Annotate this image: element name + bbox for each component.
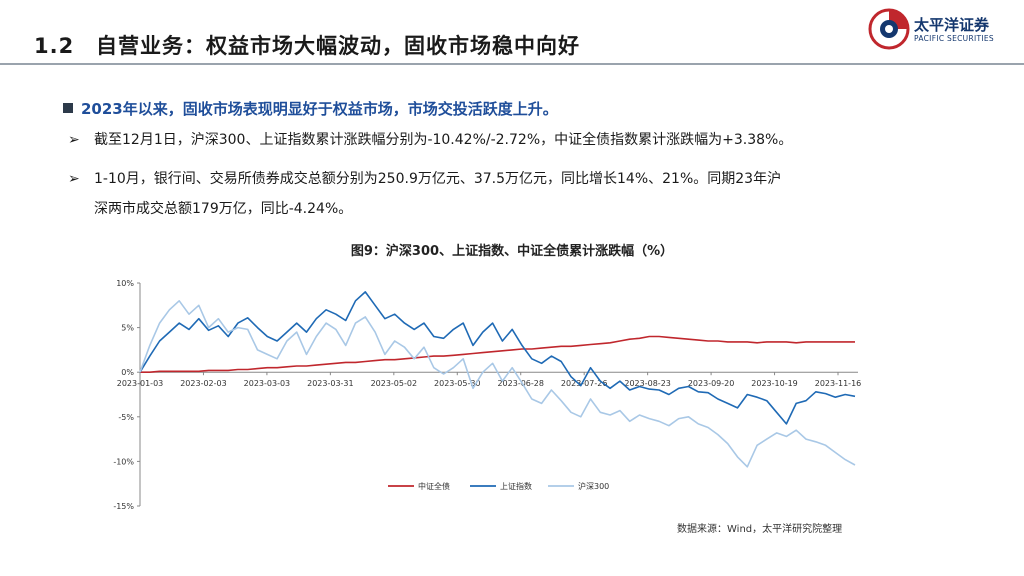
x-tick-label: 2023-10-19 (751, 379, 798, 388)
bullet-item-2-text: 1-10月，银行间、交易所债券成交总额分别为250.9万亿元、37.5万亿元，同… (94, 171, 782, 187)
logo-name: 太平洋证券 (914, 16, 990, 34)
x-tick-label: 2023-01-03 (117, 379, 164, 388)
x-tick-label: 2023-05-02 (371, 379, 418, 388)
bullet-item-1: ➢ 截至12月1日，沪深300、上证指数累计涨跌幅分别为-10.42%/-2.72… (68, 129, 792, 149)
y-tick-label: 10% (116, 279, 134, 288)
bullet-item-1-text: 截至12月1日，沪深300、上证指数累计涨跌幅分别为-10.42%/-2.72%… (94, 132, 793, 148)
y-tick-label: -10% (113, 457, 134, 466)
y-tick-label: -5% (118, 413, 134, 422)
x-tick-label: 2023-03-03 (244, 379, 291, 388)
x-tick-label: 2023-09-20 (688, 379, 735, 388)
main-bullet: 2023年以来，固收市场表现明显好于权益市场，市场交投活跃度上升。 (63, 98, 558, 119)
company-logo: 太平洋证券 PACIFIC SECURITIES (868, 8, 1008, 52)
x-tick-label: 2023-02-03 (180, 379, 227, 388)
x-tick-label: 2023-06-28 (497, 379, 544, 388)
x-tick-label: 2023-11-16 (815, 379, 862, 388)
y-tick-label: 0% (121, 368, 134, 377)
data-source: 数据来源：Wind，太平洋研究院整理 (677, 524, 843, 535)
x-tick-label: 2023-08-23 (624, 379, 671, 388)
legend-label-hs: 沪深300 (578, 481, 609, 491)
section-number: 1.2 (34, 34, 75, 58)
y-tick-label: -15% (113, 502, 134, 511)
square-bullet-icon (63, 103, 73, 113)
logo-mark-icon (868, 8, 910, 50)
logo-english: PACIFIC SECURITIES (914, 34, 994, 43)
legend-label-zz: 中证全债 (418, 481, 450, 491)
x-tick-label: 2023-07-26 (561, 379, 608, 388)
series-line-zz (140, 335, 855, 374)
title-text: 自营业务：权益市场大幅波动，固收市场稳中向好 (96, 34, 580, 58)
page-title: 1.2 自营业务：权益市场大幅波动，固收市场稳中向好 (34, 30, 580, 60)
legend-label-sh: 上证指数 (500, 481, 532, 491)
chart-title: 图9：沪深300、上证指数、中证全债累计涨跌幅（%） (350, 244, 674, 259)
main-bullet-text: 2023年以来，固收市场表现明显好于权益市场，市场交投活跃度上升。 (81, 100, 558, 118)
slide-header: 1.2 自营业务：权益市场大幅波动，固收市场稳中向好 太平洋证券 PACIFIC … (0, 0, 1024, 66)
arrow-bullet-icon: ➢ (68, 132, 80, 148)
series-line-sh (139, 291, 856, 425)
arrow-bullet-icon: ➢ (68, 171, 80, 187)
series-line-hs (139, 299, 856, 468)
header-divider (0, 63, 1024, 65)
x-tick-label: 2023-05-30 (434, 379, 481, 388)
y-tick-label: 5% (121, 324, 134, 333)
bullet-item-2-continued: 深两市成交总额179万亿，同比-4.24%。 (94, 201, 353, 217)
x-tick-label: 2023-03-31 (307, 379, 354, 388)
bullet-item-2: ➢ 1-10月，银行间、交易所债券成交总额分别为250.9万亿元、37.5万亿元，… (68, 168, 781, 188)
